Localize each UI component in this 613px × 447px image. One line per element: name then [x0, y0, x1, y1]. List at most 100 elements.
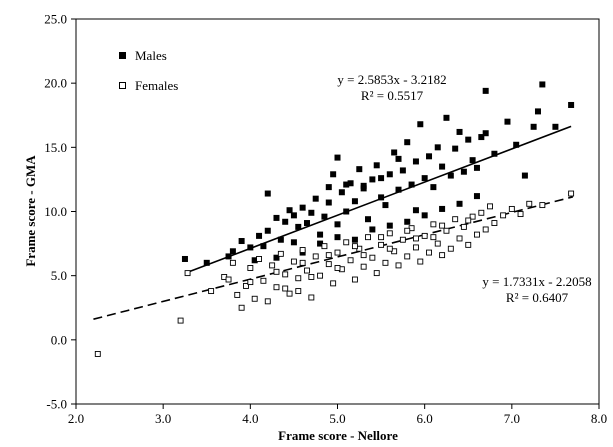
x-tick-label: 8.0 — [591, 411, 607, 426]
data-point-males — [386, 171, 393, 178]
data-point-females — [247, 279, 254, 286]
data-point-females — [360, 252, 367, 259]
data-point-males — [460, 168, 467, 175]
data-point-males — [369, 176, 376, 183]
data-point-females — [282, 271, 289, 278]
data-point-females — [347, 257, 354, 264]
data-point-females — [299, 247, 306, 253]
data-point-males — [534, 108, 541, 115]
data-point-males — [421, 175, 428, 182]
data-point-males — [273, 254, 280, 261]
data-point-males — [391, 149, 398, 156]
data-point-males — [373, 162, 380, 169]
data-point-females — [469, 213, 476, 220]
data-point-males — [482, 87, 489, 94]
data-point-females — [378, 234, 385, 241]
data-point-females — [256, 256, 262, 262]
data-point-males — [395, 155, 402, 162]
data-point-males — [430, 184, 437, 191]
trendlines — [93, 125, 574, 320]
data-point-males — [552, 123, 559, 130]
data-point-females — [404, 227, 411, 234]
x-tick-label: 4.0 — [242, 411, 258, 426]
data-point-males — [225, 253, 232, 260]
data-point-females — [308, 274, 315, 280]
data-point-females — [478, 209, 485, 216]
trendline-males — [184, 125, 572, 275]
data-point-females — [290, 258, 297, 265]
data-point-males — [256, 232, 263, 239]
data-point-females — [286, 290, 293, 297]
data-point-males — [404, 139, 411, 146]
x-axis-title: Frame score - Nellore — [278, 428, 398, 443]
data-point-females — [517, 211, 524, 218]
data-point-females — [308, 294, 315, 301]
data-point-males — [568, 101, 575, 108]
data-point-females — [269, 262, 276, 269]
data-point-males — [277, 236, 284, 243]
data-point-males — [369, 226, 376, 233]
x-tick-label: 2.0 — [68, 411, 84, 426]
y-tick-label: 5.0 — [51, 268, 67, 283]
data-point-females — [443, 227, 450, 234]
data-point-males — [399, 167, 406, 174]
data-point-males — [378, 175, 385, 182]
data-point-females — [365, 234, 371, 241]
data-point-males — [478, 134, 485, 141]
females-equation: y = 1.7331x - 2.2058 — [482, 274, 591, 289]
data-point-females — [304, 267, 310, 274]
data-point-males — [482, 130, 489, 137]
data-point-females — [452, 216, 459, 223]
data-point-females — [395, 262, 402, 269]
data-point-males — [473, 193, 480, 200]
data-point-females — [351, 276, 358, 283]
data-point-males — [282, 218, 289, 225]
data-point-females — [312, 253, 319, 260]
data-point-females — [386, 230, 393, 237]
data-point-males — [356, 166, 363, 173]
data-point-males — [443, 114, 450, 121]
data-point-females — [378, 241, 385, 248]
data-point-females — [351, 243, 358, 250]
data-point-females — [386, 245, 393, 252]
data-point-females — [465, 217, 472, 224]
y-axis-ticks: -5.0 0.0 5.0 10.0 15.0 20.0 25.0 — [44, 12, 76, 412]
data-point-females — [413, 244, 419, 251]
data-point-females — [247, 265, 254, 271]
data-point-males — [351, 198, 358, 205]
data-point-males — [347, 180, 354, 187]
data-point-males — [456, 128, 463, 135]
males-trendline-equation: y = 2.5853x - 3.2182 R² = 0.5517 — [337, 72, 446, 103]
data-point-females — [430, 234, 437, 241]
data-point-males — [530, 123, 537, 130]
data-point-males — [469, 157, 476, 164]
data-point-females — [426, 249, 432, 256]
data-point-males — [247, 244, 254, 251]
data-point-males — [334, 154, 341, 161]
data-point-males — [203, 259, 210, 266]
data-point-females — [373, 270, 380, 277]
data-point-females — [94, 351, 101, 357]
x-axis-ticks: 2.0 3.0 4.0 5.0 6.0 7.0 8.0 — [68, 404, 607, 426]
data-point-males — [264, 190, 271, 197]
data-point-females — [321, 243, 328, 250]
data-point-males — [312, 195, 319, 202]
data-point-males — [334, 221, 341, 228]
data-point-females — [465, 241, 472, 248]
data-point-females — [277, 250, 284, 257]
data-point-males — [260, 243, 267, 250]
y-axis-title: Frame score - GMA — [23, 155, 38, 267]
data-point-males — [404, 218, 411, 225]
data-point-females — [474, 231, 480, 238]
data-point-females — [421, 232, 428, 239]
x-tick-label: 7.0 — [504, 411, 520, 426]
data-point-males — [338, 189, 345, 196]
data-point-females — [264, 298, 271, 305]
x-tick-label: 3.0 — [155, 411, 171, 426]
data-point-males — [521, 172, 528, 179]
data-point-females — [299, 259, 306, 266]
data-point-females — [273, 284, 280, 291]
data-point-males — [360, 182, 367, 189]
y-tick-label: 25.0 — [44, 12, 67, 27]
